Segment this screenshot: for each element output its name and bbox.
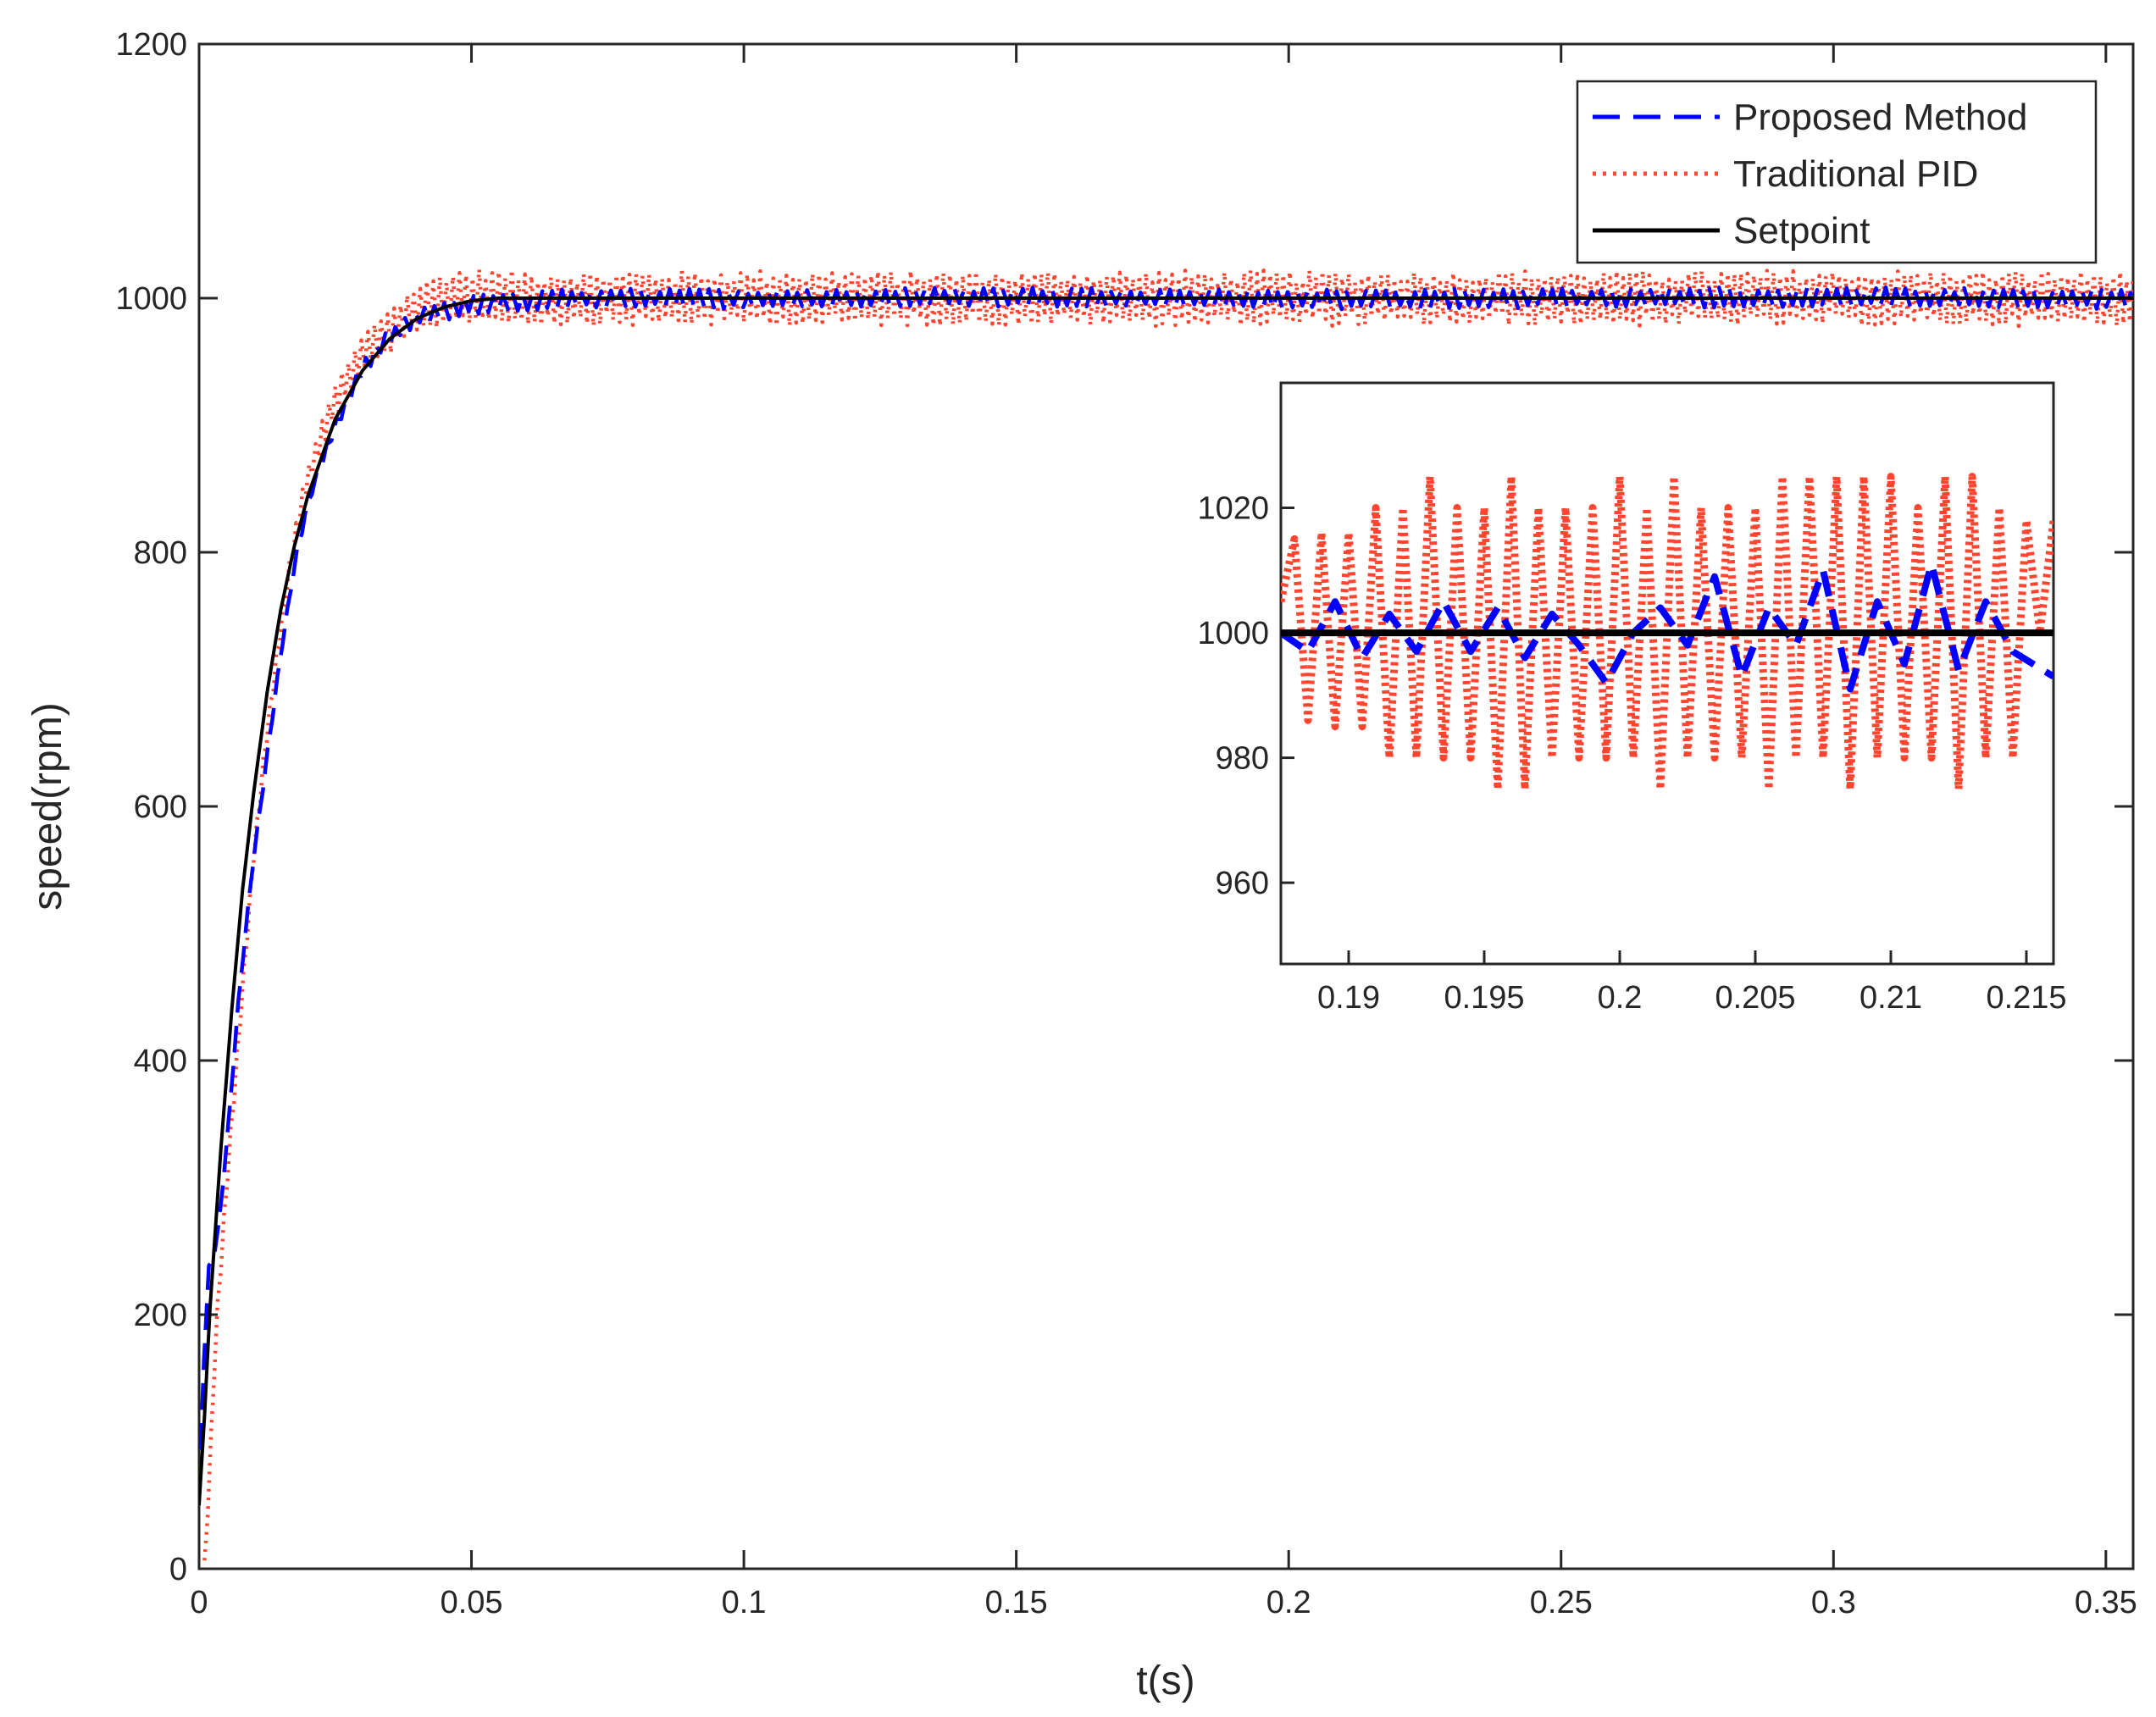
main-series (199, 267, 2133, 1561)
main-x-tick-label: 0.2 (1266, 1585, 1311, 1620)
legend-label-setpoint: Setpoint (1733, 210, 1870, 252)
inset-x-tick-label: 0.205 (1715, 980, 1795, 1016)
inset-x-ticks: 0.19 0.195 0.2 0.205 0.21 0.215 (1317, 950, 2067, 1016)
main-y-tick-label: 800 (134, 535, 187, 571)
inset-y-tick-label: 980 (1216, 741, 1269, 777)
inset-y-ticks: 960 980 1000 1020 (1197, 491, 1294, 901)
inset-plot-frame (1279, 381, 2055, 966)
inset-x-tick-label: 0.215 (1986, 980, 2066, 1016)
y-axis-label: speed(rpm) (25, 702, 70, 910)
inset-x-tick-label: 0.195 (1444, 980, 1524, 1016)
main-x-tick-label: 0.15 (985, 1585, 1048, 1620)
x-axis-label: t(s) (1136, 1659, 1194, 1703)
main-x-tick-label: 0.1 (722, 1585, 767, 1620)
main-x-tick-label: 0 (190, 1585, 208, 1620)
inset-series (1281, 473, 2053, 793)
main-x-tick-label: 0.3 (1811, 1585, 1856, 1620)
legend-label-proposed-method: Proposed Method (1733, 97, 2027, 138)
main-y-tick-label: 1000 (115, 281, 187, 317)
inset-x-tick-label: 0.21 (1859, 980, 1922, 1016)
legend: Proposed Method Traditional PID Setpoint (1576, 80, 2098, 264)
inset-x-tick-label: 0.2 (1598, 980, 1643, 1016)
inset-axes: 0.19 0.195 0.2 0.205 0.21 0.215 960 980 1000 102… (1197, 381, 2067, 1016)
inset-y-tick-label: 1020 (1197, 491, 1269, 527)
inset-y-tick-label: 1000 (1197, 616, 1269, 651)
legend-label-traditional-pid: Traditional PID (1733, 153, 1978, 195)
main-y-tick-label: 400 (134, 1044, 187, 1079)
main-x-tick-label: 0.35 (2075, 1585, 2137, 1620)
main-series-line-setpoint (199, 296, 2133, 1506)
main-y-tick-label: 0 (169, 1552, 187, 1587)
main-x-tick-label: 0.05 (441, 1585, 503, 1620)
main-y-tick-label: 1200 (115, 27, 187, 63)
main-y-tick-label: 600 (134, 789, 187, 825)
main-x-ticks: 0 0.05 0.1 0.15 0.2 0.25 0.3 0.35 (190, 44, 2137, 1620)
inset-x-tick-label: 0.19 (1317, 980, 1380, 1016)
main-x-tick-label: 0.25 (1530, 1585, 1593, 1620)
main-y-ticks: 0 200 400 600 800 1000 1200 (115, 27, 2133, 1587)
inset-y-tick-label: 960 (1216, 866, 1269, 901)
main-y-tick-label: 200 (134, 1298, 187, 1333)
